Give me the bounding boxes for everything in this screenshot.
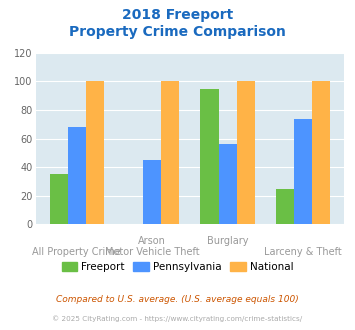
Text: Arson: Arson: [138, 236, 166, 246]
Text: © 2025 CityRating.com - https://www.cityrating.com/crime-statistics/: © 2025 CityRating.com - https://www.city…: [53, 315, 302, 322]
Bar: [50, 174, 68, 224]
Bar: [86, 82, 104, 224]
Text: 2018 Freeport: 2018 Freeport: [122, 8, 233, 22]
Bar: [143, 160, 161, 224]
Text: Compared to U.S. average. (U.S. average equals 100): Compared to U.S. average. (U.S. average …: [56, 295, 299, 304]
Bar: [237, 82, 255, 224]
Bar: [312, 82, 330, 224]
Text: Larceny & Theft: Larceny & Theft: [264, 247, 342, 257]
Bar: [294, 118, 312, 224]
Bar: [219, 144, 237, 224]
Text: Burglary: Burglary: [207, 236, 248, 246]
Bar: [201, 88, 219, 224]
Bar: [68, 127, 86, 224]
Text: Property Crime Comparison: Property Crime Comparison: [69, 25, 286, 39]
Bar: [161, 82, 179, 224]
Text: Motor Vehicle Theft: Motor Vehicle Theft: [105, 247, 200, 257]
Bar: [276, 189, 294, 224]
Legend: Freeport, Pennsylvania, National: Freeport, Pennsylvania, National: [58, 258, 297, 276]
Text: All Property Crime: All Property Crime: [32, 247, 121, 257]
